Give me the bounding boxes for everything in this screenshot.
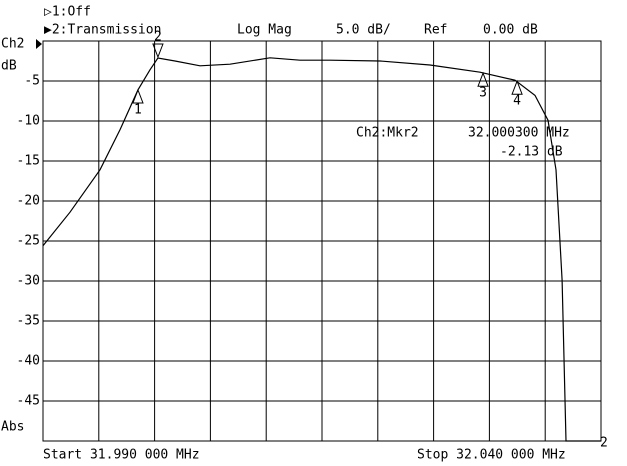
- y-tick-label: -20: [17, 194, 40, 209]
- readout-frequency: 32.000300 MHz: [468, 126, 570, 141]
- y-tick-label: -15: [17, 154, 40, 169]
- marker: [152, 43, 164, 59]
- y-tick-label: -25: [17, 234, 40, 249]
- marker-label: 3: [479, 86, 487, 101]
- scale: 5.0 dB/: [336, 23, 391, 38]
- y-tick-label: -45: [17, 394, 40, 409]
- ref-value: 0.00 dB: [483, 23, 538, 38]
- y-label-top: Ch2: [1, 37, 24, 52]
- y-tick-label: -35: [17, 314, 40, 329]
- marker: [477, 71, 489, 87]
- y-tick-label: -10: [17, 114, 40, 129]
- marker-label: 4: [513, 94, 521, 109]
- marker-label: 2: [154, 30, 162, 45]
- trace: [42, 57, 601, 442]
- y-tick-label: -40: [17, 354, 40, 369]
- y-tick-label: -30: [17, 274, 40, 289]
- y-label-bottom: Abs: [1, 420, 24, 435]
- format: Log Mag: [237, 23, 292, 38]
- channel-2-status: ▶2:Transmission: [44, 23, 161, 38]
- ref-label: Ref: [424, 23, 447, 38]
- stop-label: Stop 32.040 000 MHz: [417, 448, 566, 463]
- marker: [132, 88, 144, 104]
- readout-title: Ch2:Mkr2: [356, 126, 419, 141]
- readout-value: -2.13 dB: [500, 145, 563, 160]
- y-unit: dB: [1, 59, 17, 74]
- end-marker-label: 2: [600, 436, 608, 451]
- marker: [511, 79, 523, 95]
- start-label: Start 31.990 000 MHz: [43, 448, 200, 463]
- channel-1-status: ▷1:Off: [44, 5, 91, 20]
- y-tick-label: -5: [24, 74, 40, 89]
- marker-label: 1: [134, 103, 142, 118]
- ref-pointer: [36, 39, 42, 49]
